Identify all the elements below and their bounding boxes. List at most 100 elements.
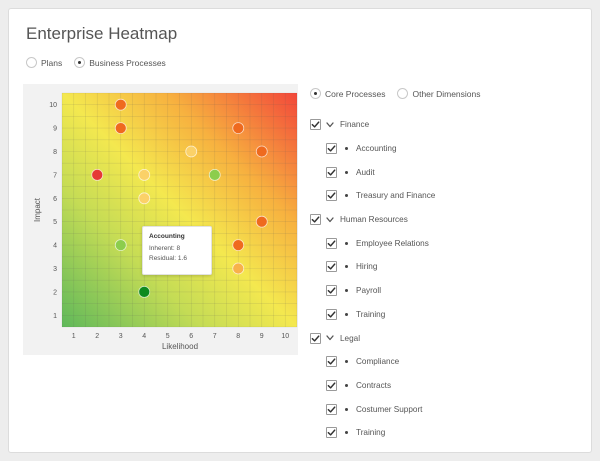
tree-item-label: Finance <box>340 120 370 130</box>
radio-core-processes-indicator[interactable] <box>310 88 321 99</box>
radio-other-dimensions[interactable]: Other Dimensions <box>397 88 481 99</box>
tree-item-label: Accounting <box>356 144 397 154</box>
tree-leaf-item[interactable]: Training <box>310 421 580 445</box>
enterprise-heatmap-card: Enterprise Heatmap Plans Business Proces… <box>8 8 592 453</box>
radio-business-processes-label: Business Processes <box>89 57 166 68</box>
radio-plans-label: Plans <box>41 57 63 68</box>
tree-leaf-item[interactable]: Payroll <box>310 279 580 303</box>
heatmap-svg: 1 2 3 4 5 6 7 8 9 10 1 2 3 4 5 6 7 8 9 10 Likelihood Impact <box>33 92 298 351</box>
view-mode-radio-group: Plans Business Processes <box>26 57 178 68</box>
tree-item-label: Contracts <box>356 380 392 390</box>
heatmap-point[interactable] <box>114 239 127 252</box>
bullet-icon <box>345 265 348 269</box>
bullet-icon <box>345 312 348 316</box>
tooltip-inherent: Inherent: 8 <box>149 245 181 252</box>
page-title: Enterprise Heatmap <box>26 24 178 43</box>
heatmap-point[interactable] <box>255 145 268 158</box>
heatmap-point[interactable] <box>114 98 127 111</box>
bullet-icon <box>345 431 348 435</box>
tree-group-item[interactable]: Legal <box>310 326 580 350</box>
checkbox[interactable] <box>310 214 321 226</box>
y-tick-label: 4 <box>53 243 57 250</box>
radio-core-processes-label: Core Processes <box>325 88 386 99</box>
tree-leaf-item[interactable]: Accounting <box>310 137 580 161</box>
heatmap-point[interactable] <box>255 215 268 228</box>
tree-leaf-item[interactable]: Compliance <box>310 350 580 374</box>
checkbox[interactable] <box>326 403 337 415</box>
x-tick-label: 3 <box>119 333 123 340</box>
x-tick-label: 6 <box>189 333 193 340</box>
tree-item-label: Compliance <box>356 357 400 367</box>
y-tick-label: 5 <box>53 219 57 226</box>
y-tick-label: 3 <box>53 266 57 273</box>
bullet-icon <box>345 147 348 151</box>
tree-item-label: Legal <box>340 333 361 343</box>
heatmap-point[interactable] <box>232 122 245 134</box>
x-tick-label: 10 <box>281 333 289 340</box>
y-axis-label: Impact <box>33 197 42 222</box>
point-tooltip: Accounting Inherent: 8 Residual: 1.6 <box>142 226 212 275</box>
tree-group-item[interactable]: Human Resources <box>310 208 580 232</box>
radio-business-processes[interactable]: Business Processes <box>74 57 166 68</box>
radio-other-dimensions-indicator[interactable] <box>397 88 409 99</box>
y-tick-label: 8 <box>53 149 57 156</box>
tree-item-label: Human Resources <box>340 215 408 225</box>
checkbox[interactable] <box>326 427 337 439</box>
radio-other-dimensions-label: Other Dimensions <box>412 88 481 99</box>
tree-leaf-item[interactable]: Audit <box>310 160 580 184</box>
bullet-icon <box>345 407 348 411</box>
tree-leaf-item[interactable]: Employee Relations <box>310 231 580 255</box>
tree-item-label: Training <box>356 428 386 438</box>
tree-group-item[interactable]: Finance <box>310 113 580 137</box>
radio-plans[interactable]: Plans <box>26 57 62 68</box>
tree-leaf-item[interactable]: Hiring <box>310 255 580 279</box>
y-tick-label: 10 <box>49 102 57 109</box>
bullet-icon <box>345 194 348 198</box>
checkbox[interactable] <box>310 119 321 131</box>
checkbox[interactable] <box>326 190 337 202</box>
heatmap-point[interactable] <box>232 262 245 275</box>
tooltip-residual: Residual: 1.6 <box>149 255 187 262</box>
tooltip-title: Accounting <box>149 233 185 240</box>
checkbox[interactable] <box>326 166 337 178</box>
chevron-down-icon[interactable] <box>326 216 334 224</box>
tree-leaf-item[interactable]: Treasury and Finance <box>310 184 580 208</box>
tree-item-label: Audit <box>356 167 375 177</box>
checkbox[interactable] <box>326 379 337 391</box>
heatmap-point[interactable] <box>91 169 104 181</box>
heatmap-point[interactable] <box>138 192 151 205</box>
chevron-down-icon[interactable] <box>326 121 334 129</box>
checkbox[interactable] <box>326 261 337 273</box>
heatmap-point[interactable] <box>208 169 221 181</box>
process-tree: Finance Accounting Audit Treasury and Finan… <box>310 113 580 445</box>
checkbox[interactable] <box>326 308 337 320</box>
checkbox[interactable] <box>326 356 337 368</box>
heatmap-point[interactable] <box>114 122 127 134</box>
heatmap-point[interactable] <box>138 169 151 181</box>
heatmap-point[interactable] <box>232 239 245 252</box>
x-tick-label: 7 <box>213 333 217 340</box>
bullet-icon <box>345 360 348 364</box>
tree-leaf-item[interactable]: Contracts <box>310 374 580 398</box>
y-tick-label: 6 <box>53 196 57 203</box>
tree-item-label: Employee Relations <box>356 238 429 248</box>
heatmap-chart: 1 2 3 4 5 6 7 8 9 10 1 2 3 4 5 6 7 8 9 10 Likelihood Impact… <box>23 84 298 355</box>
checkbox[interactable] <box>326 143 337 155</box>
y-tick-label: 1 <box>53 313 57 320</box>
tree-leaf-item[interactable]: Training <box>310 303 580 327</box>
x-tick-label: 1 <box>72 333 76 340</box>
checkbox[interactable] <box>326 237 337 249</box>
bullet-icon <box>345 289 348 293</box>
heatmap-point[interactable] <box>138 285 151 298</box>
filter-mode-radio-group: Core Processes Other Dimensions <box>310 88 493 99</box>
checkbox[interactable] <box>326 285 337 297</box>
heatmap-point[interactable] <box>185 145 198 158</box>
x-axis-label: Likelihood <box>162 342 198 351</box>
chevron-down-icon[interactable] <box>326 334 334 342</box>
radio-business-processes-indicator[interactable] <box>74 57 86 68</box>
tree-leaf-item[interactable]: Costumer Support <box>310 397 580 421</box>
checkbox[interactable] <box>310 332 321 344</box>
radio-plans-indicator[interactable] <box>26 57 37 68</box>
y-tick-label: 2 <box>53 289 57 296</box>
radio-core-processes[interactable]: Core Processes <box>310 88 385 99</box>
